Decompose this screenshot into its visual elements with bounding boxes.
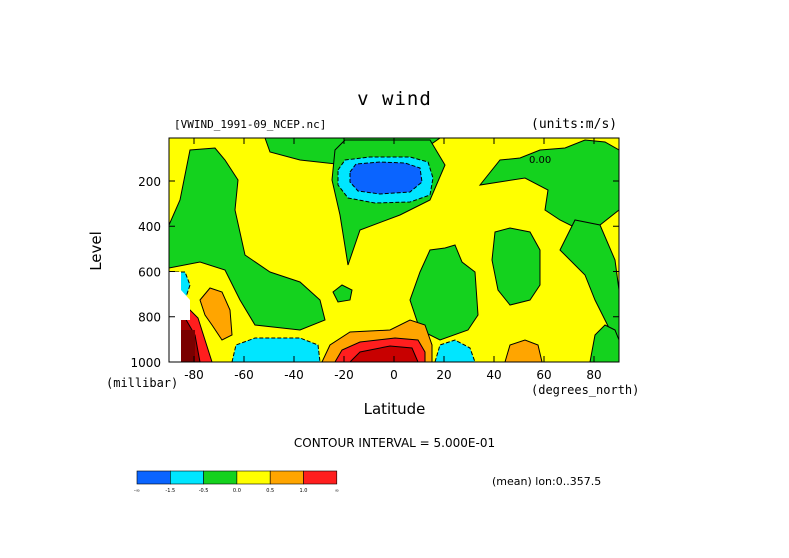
y-tick-label: 800 bbox=[138, 311, 161, 325]
colorbar-label: 0.5 bbox=[266, 488, 274, 494]
contour-fill-layer bbox=[169, 138, 619, 362]
contour-green-right-upper bbox=[478, 139, 619, 231]
x-tick-label: -40 bbox=[284, 368, 304, 382]
colorbar-label: -0.5 bbox=[199, 488, 209, 494]
y-tick-label: 400 bbox=[138, 220, 161, 234]
colorbar-swatch bbox=[236, 470, 271, 485]
colorbar-label: ∞ bbox=[335, 488, 339, 494]
contour-green-west-column bbox=[169, 147, 326, 331]
colorbar-label: -∞ bbox=[134, 488, 140, 494]
contour-green-small bbox=[332, 284, 353, 303]
contour-cyan-south-surface bbox=[231, 337, 321, 362]
contour-green-bottom-right bbox=[589, 324, 619, 362]
x-tick-label: 80 bbox=[586, 368, 601, 382]
x-ticks: -80 -60 -40 -20 0 20 40 60 80 bbox=[184, 138, 602, 382]
contour-interval-note: CONTOUR INTERVAL = 5.000E-01 bbox=[293, 436, 496, 450]
y-axis-title: Level bbox=[87, 231, 105, 271]
colorbar-swatch bbox=[136, 470, 171, 485]
colorbar-swatch bbox=[303, 470, 338, 485]
x-tick-label: 20 bbox=[436, 368, 451, 382]
x-tick-label: -20 bbox=[334, 368, 354, 382]
y-unit-label: (millibar) bbox=[106, 376, 179, 390]
missing-data-notch bbox=[181, 290, 190, 320]
x-unit-label: (degrees_north) bbox=[531, 383, 640, 397]
contour-orange-right bbox=[504, 339, 543, 362]
x-axis-title: Latitude bbox=[363, 400, 426, 418]
zero-contour-label: 0.00 bbox=[529, 155, 551, 166]
chart-title: v wind bbox=[357, 88, 432, 110]
x-tick-label: 40 bbox=[486, 368, 501, 382]
contour-blue-upper-core bbox=[349, 161, 423, 195]
contour-green-right-column bbox=[559, 219, 619, 341]
mean-longitude-note: (mean) lon:0..357.5 bbox=[492, 475, 602, 488]
y-tick-label: 600 bbox=[138, 265, 161, 279]
x-tick-label: 0 bbox=[390, 368, 398, 382]
colorbar-swatch bbox=[269, 470, 304, 485]
contour-green-mid-lobe bbox=[491, 227, 541, 306]
contour-darkred-antarctic-base bbox=[181, 330, 195, 362]
y-tick-label: 200 bbox=[138, 175, 161, 189]
colorbar-swatch bbox=[170, 470, 204, 485]
contour-darkred-eq bbox=[349, 345, 419, 362]
y-tick-label: 1000 bbox=[130, 356, 161, 370]
y-ticks: 200 400 600 800 1000 bbox=[130, 175, 619, 370]
colorbar-label: 0.0 bbox=[233, 488, 241, 494]
colorbar-label: -1.5 bbox=[165, 488, 175, 494]
contour-cyan-eq-surface bbox=[434, 339, 476, 362]
x-tick-label: 60 bbox=[536, 368, 551, 382]
x-tick-label: -60 bbox=[234, 368, 254, 382]
colorbar-swatch bbox=[203, 470, 238, 485]
units-label: (units:m/s) bbox=[531, 117, 618, 132]
contour-orange-antarctic bbox=[199, 287, 233, 341]
colorbar: -∞ -1.5 -0.5 0.0 0.5 1.0 ∞ bbox=[134, 470, 339, 494]
colorbar-label: 1.0 bbox=[300, 488, 308, 494]
x-tick-label: -80 bbox=[184, 368, 204, 382]
dataset-label: [VWIND_1991-09_NCEP.nc] bbox=[174, 118, 327, 131]
